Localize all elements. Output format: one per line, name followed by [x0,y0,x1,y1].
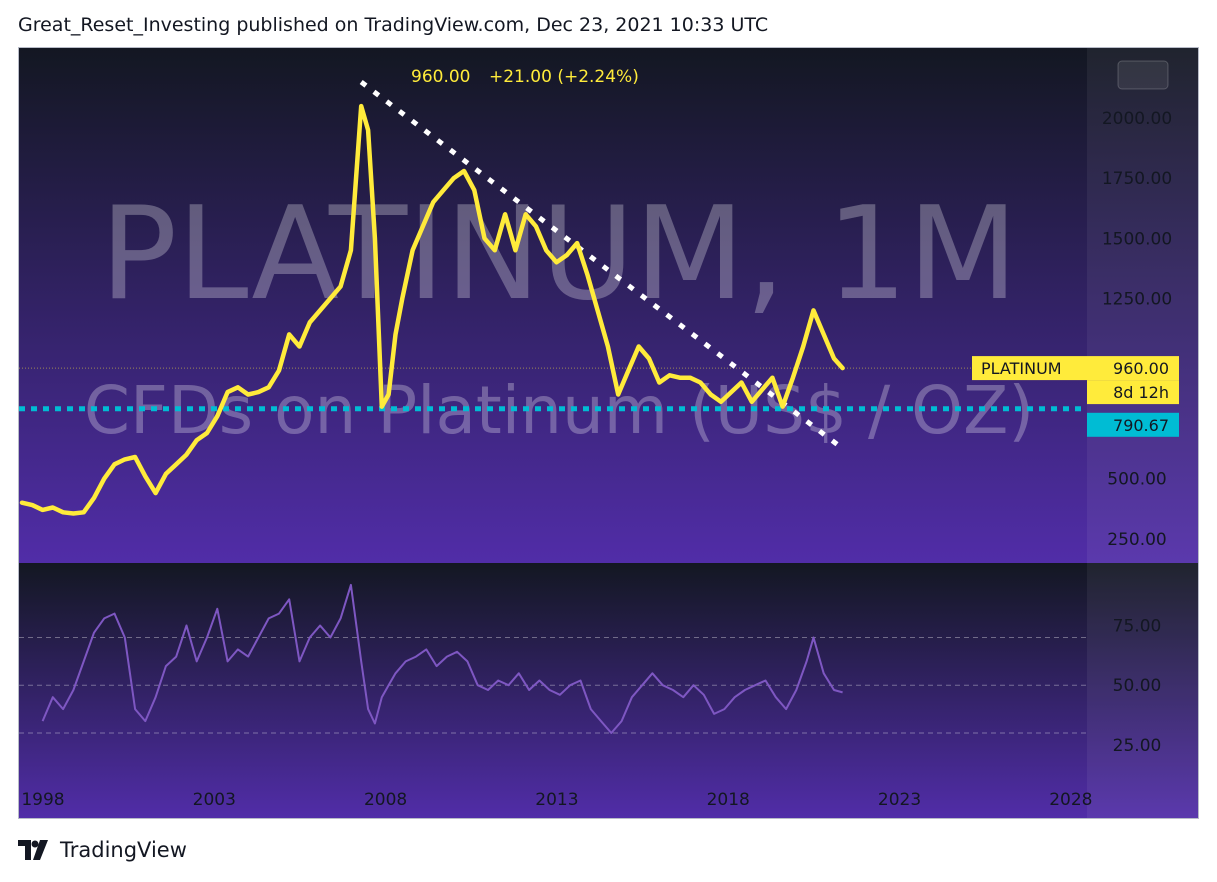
chart-frame[interactable]: PLATINUM, 1M CFDs on Platinum (US$ / OZ)… [18,47,1199,819]
price-tick-label: 1750.00 [1102,169,1172,189]
rsi-tick-label: 50.00 [1113,676,1162,696]
x-tick-label: 2013 [535,790,578,810]
x-tick-label: 2028 [1049,790,1092,810]
price-tick-label: 500.00 [1107,470,1166,490]
x-tick-label: 2003 [193,790,236,810]
rsi-pane-background [19,563,1198,818]
legend-change: +21.00 (+2.24%) [489,67,639,87]
price-series-line[interactable] [19,103,845,516]
x-tick-label: 1998 [21,790,64,810]
price-label-value: 960.00 [1113,359,1169,378]
level-label-value: 790.67 [1113,416,1169,435]
price-tick-label: 1250.00 [1102,289,1172,309]
price-tick-label: 250.00 [1107,530,1166,550]
tradingview-logo-icon [18,840,48,860]
price-tick-label: 2000.00 [1102,109,1172,129]
chart-settings-button[interactable] [1117,60,1169,90]
x-tick-label: 2008 [364,790,407,810]
price-pane-background [19,48,1198,563]
x-tick-label: 2023 [878,790,921,810]
footer: TradingView [18,838,187,862]
legend-value: 960.00 [411,67,470,87]
price-label-name: PLATINUM [981,359,1062,378]
footer-brand: TradingView [60,838,187,862]
trend-line[interactable] [359,80,846,452]
price-label-box[interactable] [972,356,1179,381]
rsi-series-line[interactable] [41,583,843,734]
countdown-label: 8d 12h [1113,383,1169,402]
rsi-tick-label: 25.00 [1113,736,1162,756]
x-tick-label: 2018 [707,790,750,810]
countdown-box [1087,380,1179,405]
published-line: Great_Reset_Investing published on Tradi… [18,14,769,36]
watermark-symbol: PLATINUM, 1M [100,180,1018,329]
price-tick-label: 1500.00 [1102,229,1172,249]
chart-svg[interactable]: PLATINUM, 1M CFDs on Platinum (US$ / OZ)… [19,48,1198,818]
level-label-box[interactable] [1087,412,1179,437]
rsi-tick-label: 75.00 [1113,617,1162,637]
